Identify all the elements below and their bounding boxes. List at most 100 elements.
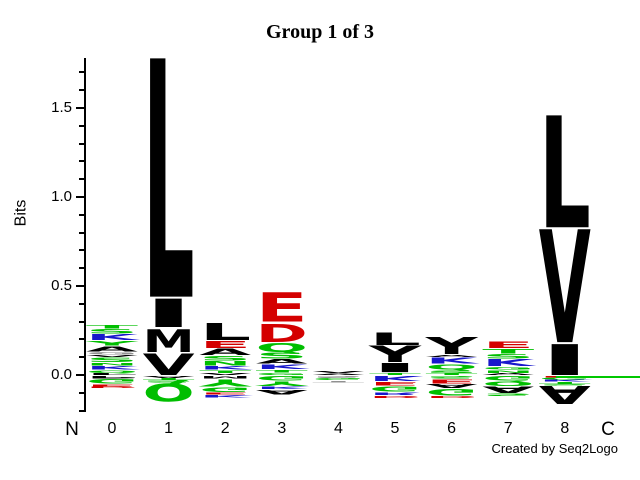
logo-letter-pos6-neg-E: E (426, 378, 478, 384)
y-tick-label: 0.0 (51, 366, 72, 383)
logo-letter-pos7-E: E (482, 340, 534, 350)
x-position-label: 4 (333, 420, 343, 437)
logo-letter-pos5-neg-K: K (369, 374, 424, 382)
y-tick-label: 0.5 (51, 277, 72, 294)
logo-letter-pos7-neg-G: G (482, 375, 534, 382)
logo-letter-pos6-A: A (426, 354, 478, 357)
logo-letter-pos5-Y: Y (368, 342, 423, 368)
logo-letter-pos5-neg-G: G (369, 385, 421, 393)
logo-letter-pos3-E: E (256, 284, 308, 331)
logo-letter-pos4-V: V (312, 371, 364, 374)
logo-letter-pos0-K: K (86, 333, 141, 343)
y-axis-minor-tick (79, 142, 85, 145)
logo-letter-pos8-neg-S: S (539, 384, 591, 386)
logo-letter-pos0-neg-G: G (86, 378, 138, 385)
logo-letter-pos8-neg-G: G (539, 377, 591, 380)
logo-letter-pos5-T: T (369, 372, 421, 375)
logo-letter-pos7-neg-A: A (482, 384, 534, 394)
x-position-label: 6 (447, 420, 457, 437)
logo-letter-pos4-neg-G: G (312, 377, 364, 380)
logo-letter-pos3-neg-G: G (256, 375, 308, 382)
logo-letter-pos7-N: N (482, 370, 534, 374)
y-axis-minor-tick (79, 320, 85, 323)
logo-letter-pos2-V: V (199, 373, 251, 376)
logo-letter-pos1-neg-T: T (143, 378, 195, 381)
logo-letter-pos7-T: T (482, 347, 534, 354)
logo-letter-pos2-L: L (199, 319, 251, 346)
y-axis-minor-tick (79, 302, 85, 305)
logo-letter-pos2-S: S (199, 355, 251, 362)
logo-letter-pos3-T: T (256, 369, 308, 373)
logo-letter-pos6-S: S (426, 369, 478, 373)
c-terminus-label: C (601, 419, 615, 440)
logo-letter-pos0-Q: Q (86, 370, 138, 374)
logo-letter-pos4-neg-T: T (312, 381, 364, 383)
logo-letter-pos1-M: M (143, 323, 195, 359)
x-position-label: 1 (164, 420, 174, 437)
y-axis-minor-tick (79, 178, 85, 181)
logo-letter-pos2-neg-E: E (199, 392, 251, 395)
logo-letter-pos6-Y: Y (425, 333, 479, 360)
logo-letter-pos1-neg-Q: Q (143, 377, 195, 407)
logo-letter-pos7-S: S (482, 353, 534, 360)
logo-letter-pos6-neg-S: S (426, 375, 478, 379)
logo-letter-pos7-A: A (482, 373, 534, 376)
logo-letter-pos5-neg-D: D (369, 395, 421, 398)
logo-letter-pos8-neg-T: T (539, 382, 591, 385)
y-axis-minor-tick (79, 160, 85, 163)
logo-letter-pos0-neg-P: P (86, 375, 138, 379)
logo-letter-pos2-neg-Y: Y (198, 377, 253, 388)
logo-letter-pos1-neg-A: A (143, 375, 195, 378)
logo-letter-pos8-neg-K: K (539, 379, 593, 382)
y-axis-minor-tick (79, 338, 85, 341)
logo-letter-pos6-T: T (426, 373, 478, 376)
logo-letter-pos5-neg-R: R (369, 391, 421, 395)
logo-letter-pos2-neg-G: G (199, 386, 251, 393)
logo-letter-pos8-L: L (539, 85, 591, 264)
y-axis-minor-tick (79, 356, 85, 359)
y-axis-major-tick (76, 285, 85, 287)
y-axis-major-tick (76, 107, 85, 109)
x-position-label: 8 (560, 420, 570, 437)
logo-letter-pos8-V: V (539, 198, 591, 379)
logo-letter-pos3-Q: Q (256, 340, 308, 355)
logo-letter-pos2-T: T (199, 369, 251, 373)
logo-letter-pos0-neg-D: D (86, 386, 138, 388)
logo-letter-pos6-neg-G: G (426, 387, 478, 397)
logo-letter-pos1-V: V (143, 349, 195, 382)
green-baseline-artifact (556, 376, 640, 378)
logo-letter-pos6-neg-A: A (426, 383, 478, 389)
logo-letter-pos5-I: I (369, 361, 421, 376)
y-axis-major-tick (76, 196, 85, 198)
logo-letter-pos0-S: S (86, 328, 138, 335)
logo-letter-pos2-N: N (199, 360, 251, 367)
y-axis-minor-tick (79, 249, 85, 252)
x-position-label: 3 (277, 420, 287, 437)
logo-letter-pos4-A: A (312, 373, 364, 375)
logo-letter-pos0-A: A (86, 345, 138, 353)
logo-letter-pos7-K: K (482, 357, 537, 368)
y-axis-minor-tick (79, 409, 85, 412)
logo-letter-pos6-neg-D: D (426, 395, 478, 398)
logo-letter-pos1-L: L (143, 0, 195, 375)
x-position-label: 7 (503, 420, 513, 437)
y-axis-minor-tick (79, 267, 85, 270)
logo-letter-pos2-neg-M: M (199, 375, 251, 379)
logo-letter-pos6-K: K (426, 356, 481, 365)
y-axis-line (84, 58, 86, 412)
logo-letter-pos3-S: S (256, 351, 308, 360)
logo-letter-pos1-neg-S: S (143, 380, 195, 383)
logo-letter-pos0-V: V (86, 355, 138, 358)
logo-letter-pos2-neg-K: K (199, 394, 253, 398)
y-axis-minor-tick (79, 213, 85, 216)
y-axis-minor-tick (79, 71, 85, 74)
y-axis-minor-tick (79, 89, 85, 92)
logo-letter-pos2-K: K (199, 365, 253, 370)
logo-letter-pos0-N: N (86, 362, 138, 366)
logo-letter-pos3-K: K (256, 363, 311, 370)
logo-letter-pos0-K: K (86, 365, 140, 371)
x-position-label: 2 (220, 420, 230, 437)
y-axis-minor-tick (79, 231, 85, 234)
